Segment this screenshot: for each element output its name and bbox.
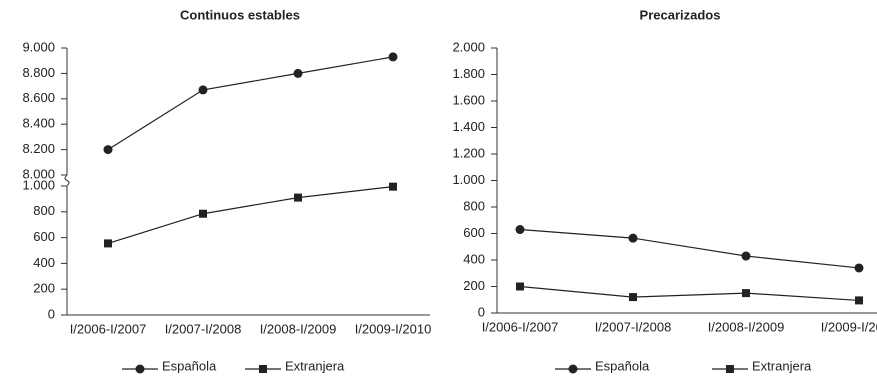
y-tick-label: 1.800: [452, 66, 485, 81]
marker: [741, 251, 751, 261]
legend-label: Extranjera: [752, 358, 812, 373]
marker: [854, 263, 864, 273]
legend-label: Española: [595, 358, 650, 373]
marker: [515, 225, 525, 235]
x-tick-label: I/2008-I/2009: [708, 319, 785, 334]
y-tick-label: 0: [48, 306, 55, 321]
marker: [294, 193, 302, 202]
marker: [568, 364, 578, 374]
x-tick-label: I/2006-I/2007: [482, 319, 559, 334]
x-tick-label: I/2006-I/2007: [70, 321, 147, 336]
y-tick-label: 800: [33, 203, 55, 218]
x-tick-label: I/2007-I/2008: [165, 321, 242, 336]
legend-label: Española: [162, 358, 217, 373]
y-tick-label: 0: [478, 304, 485, 319]
y-tick-label: 1.200: [452, 145, 485, 160]
y-tick-label: 200: [463, 278, 485, 293]
y-tick-label: 8.800: [22, 65, 55, 80]
x-tick-label: I/2007-I/2008: [595, 319, 672, 334]
y-tick-label: 1.000: [452, 172, 485, 187]
y-tick-label: 9.000: [22, 39, 55, 54]
marker: [855, 296, 863, 305]
y-tick-label: 2.000: [452, 39, 485, 54]
marker: [389, 182, 397, 191]
legend-label: Extranjera: [285, 358, 345, 373]
marker: [388, 52, 398, 62]
y-tick-label: 400: [463, 251, 485, 266]
series-line: [107, 186, 394, 244]
y-tick-label: 1.000: [22, 177, 55, 192]
y-tick-label: 8.400: [22, 116, 55, 131]
y-tick-label: 200: [33, 281, 55, 296]
marker: [103, 145, 113, 155]
series-line: [519, 228, 860, 269]
x-tick-label: I/2009-I/2010: [355, 321, 432, 336]
y-tick-label: 600: [463, 225, 485, 240]
y-tick-label: 8.600: [22, 90, 55, 105]
y-tick-label: 600: [33, 229, 55, 244]
axis-break: [64, 175, 70, 186]
y-tick-label: 1.600: [452, 92, 485, 107]
y-tick-label: 800: [463, 198, 485, 213]
marker: [135, 364, 145, 374]
x-tick-label: I/2008-I/2009: [260, 321, 337, 336]
chart-title: Continuos estables: [180, 7, 300, 22]
y-tick-label: 8.200: [22, 141, 55, 156]
x-tick-label: I/2009-I/2010: [821, 319, 877, 334]
y-tick-label: 8.000: [22, 166, 55, 181]
series-line: [519, 285, 860, 302]
marker: [628, 233, 638, 243]
chart-title: Precarizados: [640, 7, 721, 22]
marker: [742, 289, 750, 298]
marker: [629, 293, 637, 302]
marker: [293, 68, 303, 78]
marker: [198, 85, 208, 95]
marker: [726, 365, 734, 373]
marker: [516, 282, 524, 291]
y-tick-label: 1.400: [452, 119, 485, 134]
series-line: [107, 56, 394, 151]
marker: [104, 239, 112, 248]
y-tick-label: 400: [33, 255, 55, 270]
marker: [259, 365, 267, 373]
marker: [199, 209, 207, 218]
